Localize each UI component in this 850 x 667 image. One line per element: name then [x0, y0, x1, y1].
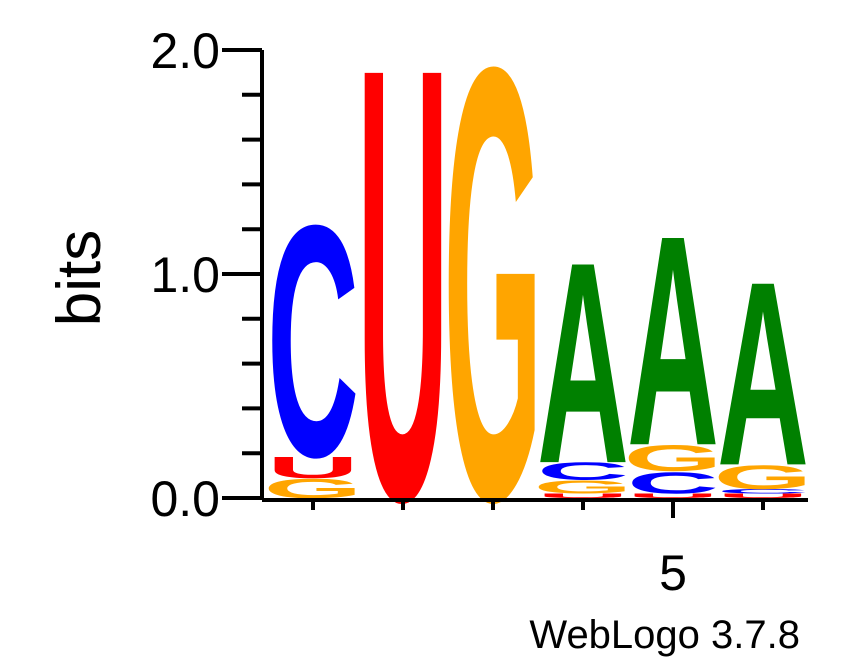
- y-tick-label: 1.0: [150, 247, 220, 303]
- logo-letter-pos6-C: C: [717, 488, 809, 495]
- logo-letter-pos3-G: G: [444, 0, 543, 630]
- logo-letter-pos6-A: A: [717, 226, 809, 520]
- logo-letter-pos5-U: U: [627, 492, 719, 499]
- weblogo-credit: WebLogo 3.7.8: [529, 613, 800, 657]
- y-tick-label: 0.0: [150, 471, 220, 527]
- logo-letter-pos6-U: U: [717, 492, 809, 499]
- x-tick-label: 5: [659, 545, 687, 601]
- y-axis-title: bits: [45, 230, 114, 326]
- logo-letter-pos2-U: U: [357, 0, 449, 630]
- logo-letter-pos5-G: G: [624, 437, 723, 479]
- y-tick-label: 2.0: [150, 23, 220, 79]
- logo-letter-pos4-C: C: [537, 458, 629, 486]
- logo-letter-pos4-U: U: [537, 492, 629, 499]
- logo-letter-pos1-C: C: [267, 157, 359, 527]
- logo-letter-pos5-A: A: [627, 173, 719, 508]
- logo-letter-pos6-G: G: [714, 458, 813, 496]
- logo-letter-pos4-G: G: [534, 477, 633, 498]
- axes: 0.0 1.0 2.0 5: [150, 23, 808, 601]
- logo-letter-pos4-A: A: [537, 204, 629, 525]
- logo-letter-pos1-U: U: [267, 450, 359, 485]
- logo-letter-pos5-C: C: [627, 465, 719, 500]
